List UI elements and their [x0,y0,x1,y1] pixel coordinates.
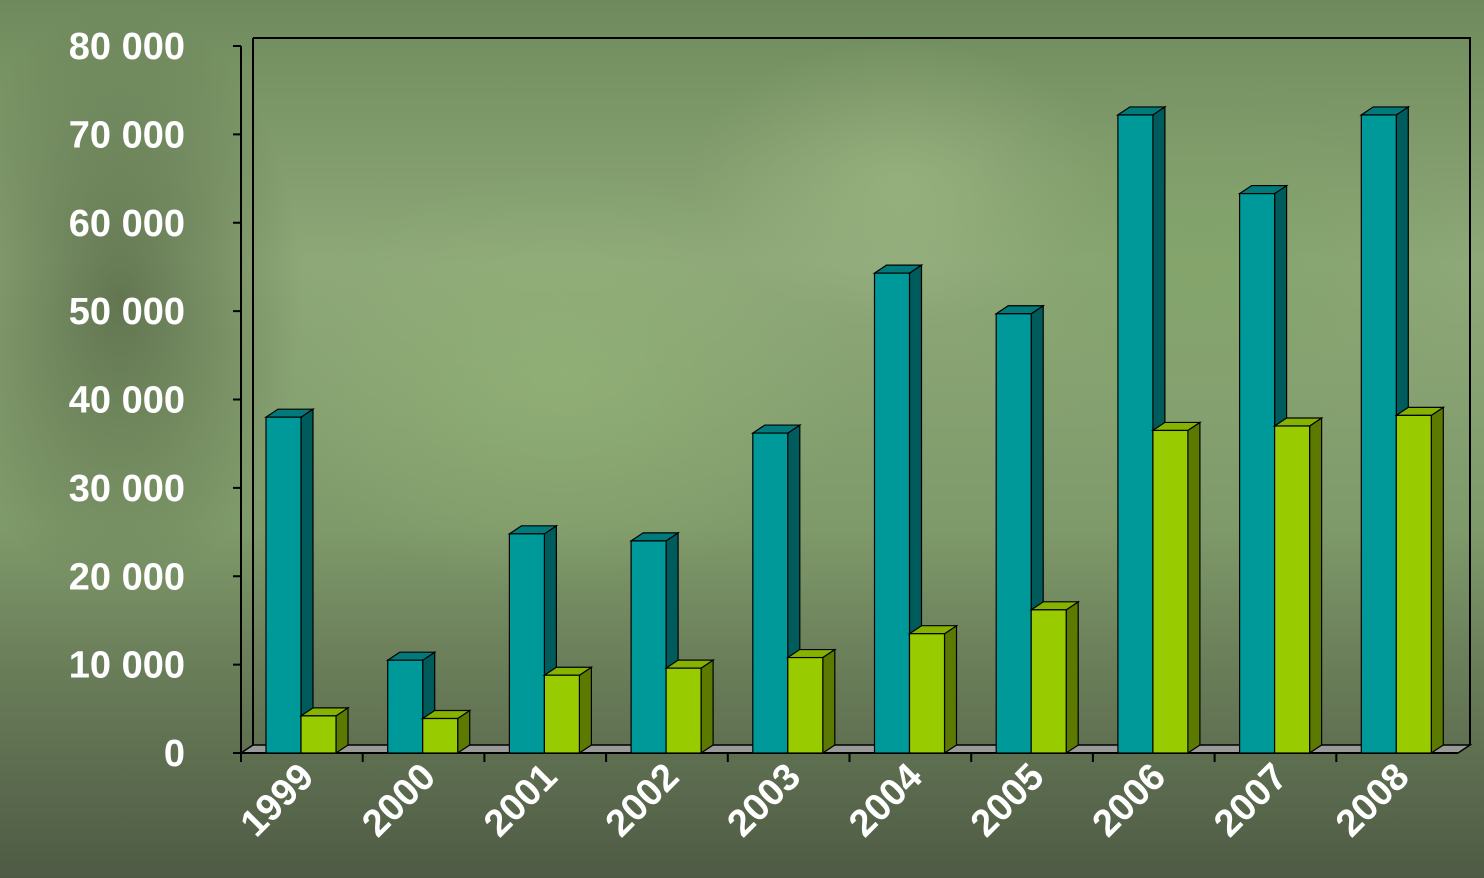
bar-side-face [1308,416,1323,755]
y-tick-label: 40 000 [69,380,185,422]
x-tick-label: 2002 [598,756,687,845]
bar-front-face [665,667,702,754]
bar-front-face [422,717,459,754]
bar-series-1-2001 [507,524,559,755]
bar-series-2-2006 [1150,421,1202,755]
bar-front-face [1395,414,1432,754]
y-tick-label: 50 000 [69,291,185,333]
bar-series-2-2000 [420,709,472,755]
y-axis-tick-labels: 0 10 000 20 000 30 000 40 000 50 000 60 000 70 … [69,26,185,775]
bar-front-face [752,432,789,754]
bar-side-face [943,624,958,755]
bar-front-face [787,656,824,754]
y-tick-label: 30 000 [69,468,185,510]
x-tick-label: 2003 [720,756,809,845]
bar-front-face [1273,425,1311,754]
bar-series-2-1999 [299,706,350,755]
bar-front-face [387,659,424,754]
x-tick-label: 2004 [841,756,930,845]
bar-side-face [578,666,593,755]
y-tick-label: 70 000 [69,114,185,156]
bar-front-face [995,313,1032,754]
bar-front-face [265,416,302,754]
bar-series-1-1999 [264,408,315,755]
y-tick-label: 10 000 [69,645,185,687]
bar-front-face [1152,429,1189,754]
bar-side-face [822,648,836,755]
x-tick-label: 2000 [354,756,443,845]
bar-side-face [300,408,314,755]
bar-side-face [1430,406,1444,755]
x-axis-tick-labels: 1999 2000 2001 2002 2003 2004 2005 2006 2007 2008 [233,756,1418,845]
bar-series-2-2002 [664,659,716,755]
y-tick-label: 80 000 [69,26,185,68]
y-tick-label: 20 000 [69,556,185,598]
bar-series-2-2004 [907,624,959,755]
bar-front-face [1238,192,1276,754]
bar-front-face [1360,114,1397,754]
x-tick-label: 2007 [1206,756,1295,845]
bar-front-face [300,715,337,754]
bar-side-face [1187,421,1201,755]
back-wall-outline [253,37,1471,745]
bar-front-face [908,633,946,754]
bar-series-2-2007 [1272,416,1324,755]
bar-front-face [873,272,911,754]
x-tick-label: 2001 [476,756,565,845]
x-tick-label: 1999 [233,756,322,845]
bar-series-2-2005 [1029,600,1081,755]
y-tick-label: 60 000 [69,203,185,245]
bars [264,105,1446,755]
bar-series-2-2008 [1394,406,1446,755]
bar-front-face [508,533,545,754]
bar-front-face [543,674,581,754]
bar-series-2-2003 [785,648,837,755]
y-tick-label: 0 [164,733,185,775]
x-tick-label: 2005 [963,756,1052,845]
bar-series-1-2008 [1359,105,1411,755]
bar-series-2-2001 [542,666,594,755]
bar-front-face [1117,114,1154,754]
bar-side-face [1065,600,1079,755]
x-tick-label: 2008 [1328,756,1417,845]
bar-side-face [700,659,714,755]
bar-front-face [630,540,667,754]
x-tick-label: 2006 [1085,756,1174,845]
bar-front-face [1030,609,1067,754]
